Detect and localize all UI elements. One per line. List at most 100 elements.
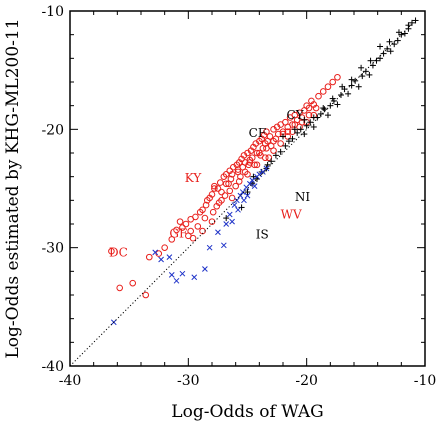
circle-point (270, 147, 277, 154)
plus-point (289, 135, 296, 142)
cross-point-b (244, 192, 251, 199)
plus-point (321, 106, 328, 113)
cross-point (231, 202, 238, 208)
cross-point-b (247, 180, 253, 187)
x-axis-label: Log-Odds of WAG (171, 402, 323, 422)
plus-point (297, 126, 304, 133)
circle-point (277, 140, 284, 147)
circle-point (246, 159, 254, 166)
plus-point (412, 17, 419, 24)
x-tick-label: -30 (177, 373, 200, 389)
plus-point (301, 116, 308, 123)
circle-point (226, 187, 234, 195)
plus-point (272, 152, 279, 159)
circle-point (289, 121, 296, 128)
plus-point (301, 131, 308, 138)
x-tick-label: -10 (414, 373, 436, 389)
plus-point (359, 73, 366, 80)
plus-point (310, 114, 317, 121)
plus-point (280, 133, 286, 140)
plus-point (395, 29, 402, 36)
y-axis-label: Log-Odds estimated by KHG-ML200-11 (3, 18, 23, 358)
cross-point (251, 183, 258, 189)
cross-point (223, 221, 230, 227)
plus-point (324, 112, 331, 119)
cross-point-b (220, 242, 227, 249)
cross-point-b (179, 270, 186, 277)
plus-point (386, 38, 393, 45)
cross-point-b (229, 218, 235, 225)
plus-point (294, 129, 301, 136)
cross-point (263, 165, 270, 172)
circle-point (221, 192, 229, 199)
circle-point (263, 128, 270, 135)
circle-point (237, 173, 244, 180)
cross-point (233, 197, 240, 204)
circle-point (209, 208, 217, 216)
circle-point (142, 291, 150, 299)
cross-point (166, 254, 173, 260)
circle-point (199, 206, 206, 214)
cross-point (226, 211, 233, 218)
cross-point (239, 189, 246, 195)
annotation-label: NI (295, 190, 311, 204)
plus-point (238, 204, 245, 211)
cross-point (202, 266, 208, 272)
circle-point (241, 159, 249, 166)
circle-point (235, 178, 243, 185)
cross-point-b (231, 202, 238, 208)
plus-point (367, 57, 374, 64)
cross-point-b (152, 249, 159, 256)
circle-point (305, 104, 313, 112)
plus-point (310, 123, 317, 130)
circle-point (256, 149, 263, 157)
cross-point-b (173, 277, 180, 284)
circle-point (202, 201, 210, 209)
plus-point (348, 76, 355, 83)
chart-marks (108, 17, 419, 326)
plus-point (348, 82, 355, 89)
plus-point (366, 71, 373, 78)
plus-point (282, 142, 289, 149)
plus-point (307, 119, 314, 126)
annotation-label: KY (185, 171, 203, 185)
circle-point (334, 73, 341, 81)
plus-point (362, 68, 369, 75)
circle-point (227, 175, 235, 183)
circle-point (218, 188, 225, 196)
axis-ticks: -40 -30 -20 -10 -40 -30 -20 -10 (41, 4, 436, 389)
annotation-label: DC (109, 245, 128, 259)
plus-point (405, 22, 412, 29)
circle-point (312, 104, 320, 112)
plus-point (329, 95, 336, 102)
annotation-label: CY (287, 108, 305, 122)
y-tick-label: -10 (41, 4, 64, 20)
plus-point (380, 50, 387, 57)
cross-point (168, 272, 175, 278)
cross-point-b (206, 244, 213, 251)
cross-point-b (263, 165, 270, 172)
plus-point (285, 138, 292, 145)
reference-diagonal-line (69, 22, 414, 367)
circle-point (189, 234, 197, 242)
plus-point (337, 92, 344, 99)
cross-point-b (226, 211, 233, 218)
circle-point (129, 279, 137, 287)
annotation-label: CF (249, 126, 267, 140)
cross-point (244, 192, 251, 199)
circle-point (324, 83, 332, 91)
annotation-label: GF (169, 226, 187, 240)
plus-point (339, 83, 346, 90)
circle-point (244, 171, 251, 178)
circle-point (161, 244, 168, 251)
y-tick-label: -20 (41, 122, 64, 138)
circle-point (253, 161, 261, 169)
circle-point (145, 253, 153, 261)
cross-point-b (241, 197, 247, 204)
annotation-label: IS (256, 228, 269, 242)
plus-point (320, 105, 327, 112)
circle-point (270, 137, 277, 145)
cross-point-b (235, 206, 241, 213)
circle-point (173, 226, 180, 234)
circle-point (211, 185, 218, 192)
